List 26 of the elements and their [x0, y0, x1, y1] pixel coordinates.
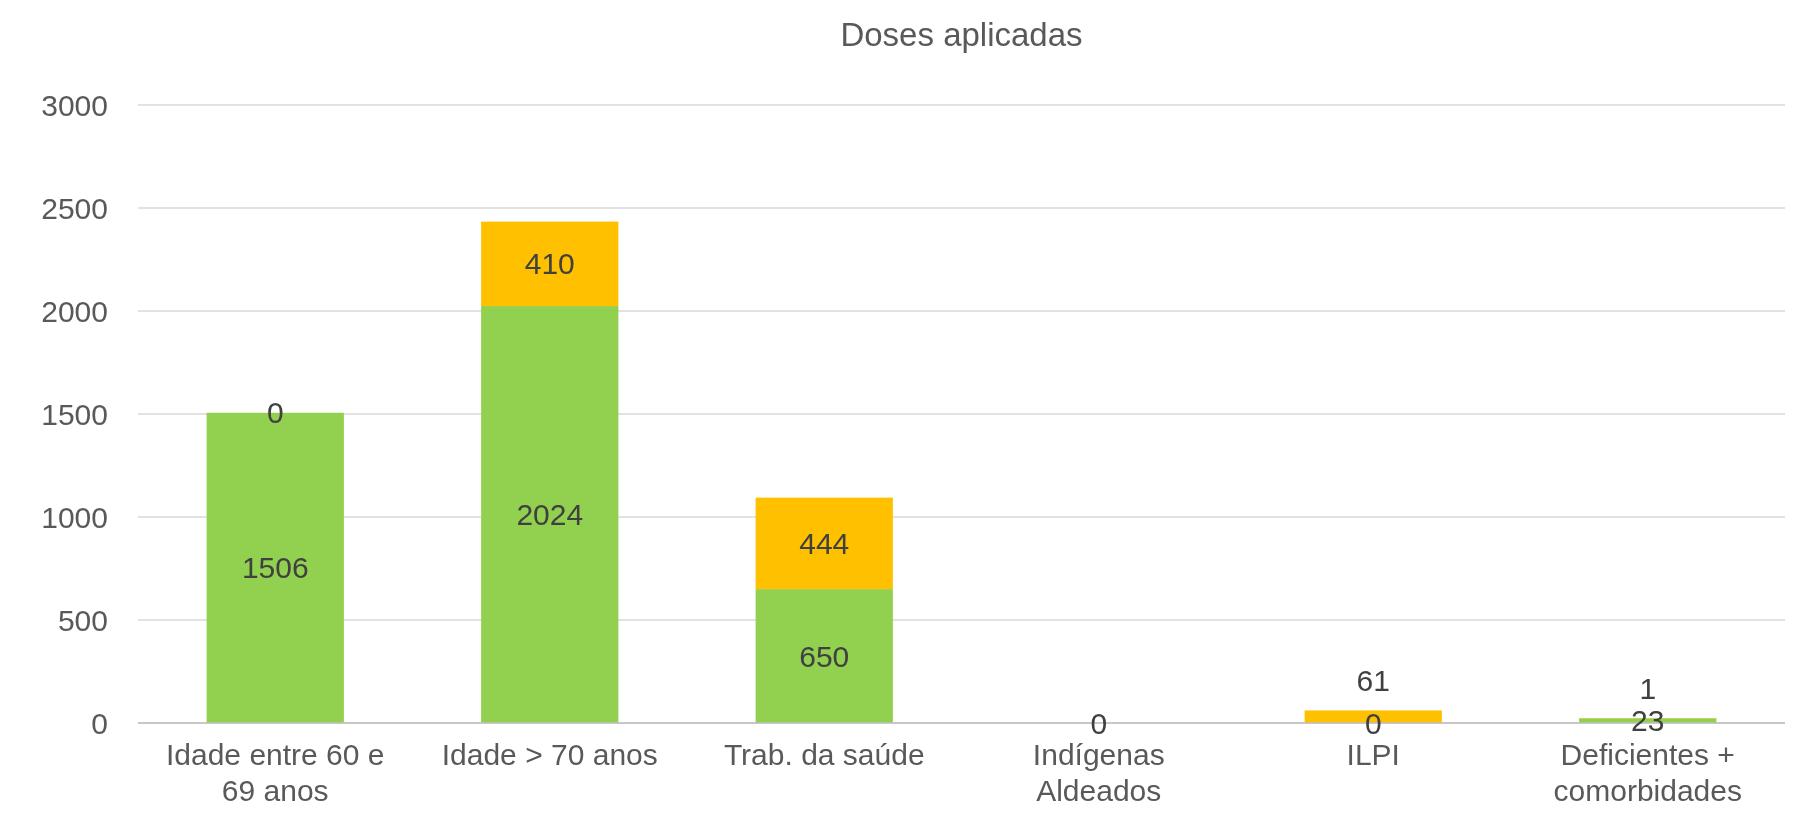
data-label: 1506 [241, 551, 309, 585]
x-tick-label: ILPI [1346, 738, 1400, 771]
y-tick-label: 500 [57, 603, 108, 637]
data-label: 2024 [516, 498, 584, 532]
y-tick-label: 1500 [41, 397, 108, 431]
chart-title: Doses aplicadas [840, 16, 1083, 53]
y-tick-label: 1000 [41, 500, 108, 534]
bar [755, 589, 893, 723]
x-tick-label: Deficientes + comorbidades [1553, 738, 1742, 807]
data-label: 410 [524, 247, 575, 281]
x-tick-label: Idade > 70 anos [441, 738, 658, 771]
data-label: 444 [799, 526, 850, 560]
bar [481, 221, 619, 307]
y-tick-label: 2000 [41, 294, 108, 328]
x-tick-label: Indígenas Aldeados [1032, 738, 1165, 807]
data-label: 1 [1639, 671, 1657, 705]
y-tick-label: 3000 [41, 88, 108, 122]
data-label: 61 [1356, 663, 1390, 697]
data-label: 0 [1090, 706, 1108, 740]
bar [755, 497, 893, 590]
x-tick-label: Idade entre 60 e 69 anos [165, 738, 385, 807]
data-label: 650 [799, 639, 850, 673]
bar [481, 306, 619, 723]
x-tick-label: Trab. da saúde [723, 738, 925, 771]
y-tick-label: 2500 [41, 191, 108, 225]
y-tick-label: 0 [91, 706, 108, 740]
